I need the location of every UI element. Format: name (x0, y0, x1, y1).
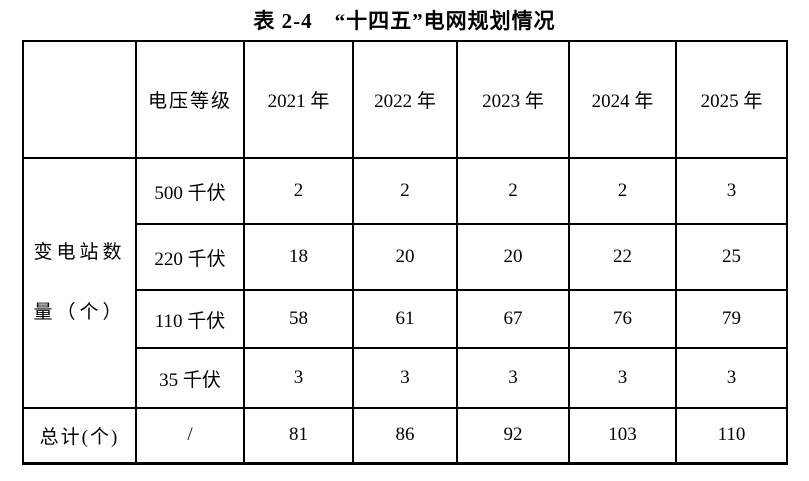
cell-500kv-2023: 2 (456, 157, 570, 225)
total-voltage-placeholder: / (135, 407, 245, 465)
cell-500kv-2024: 2 (568, 157, 677, 225)
cell-110kv-2021: 58 (243, 289, 354, 349)
cell-35kv-2021: 3 (243, 347, 354, 409)
row-label-110kv: 110 千伏 (135, 289, 245, 349)
cell-220kv-2021: 18 (243, 223, 354, 291)
row-group-label-line2: 量（个） (33, 302, 126, 323)
table-row-110kv: 110 千伏 58 61 67 76 79 (23, 289, 788, 349)
table-row-500kv: 变电站数 量（个） 500 千伏 2 2 2 2 3 (22, 157, 788, 409)
cell-total-2023: 92 (456, 407, 570, 465)
cell-total-2025: 110 (675, 407, 788, 465)
cell-220kv-2025: 25 (675, 223, 788, 291)
cell-220kv-2024: 22 (568, 223, 677, 291)
column-header-year-2022: 2022 年 (352, 40, 458, 159)
table-header-row: 电压等级 2021 年 2022 年 2023 年 2024 年 2025 年 (22, 40, 788, 159)
table-row-total: 总计(个) / 81 86 92 103 110 (22, 407, 788, 465)
cell-total-2022: 86 (352, 407, 458, 465)
row-label-500kv: 500 千伏 (135, 157, 245, 225)
column-header-year-2025: 2025 年 (675, 40, 788, 159)
cell-110kv-2023: 67 (456, 289, 570, 349)
cell-220kv-2022: 20 (352, 223, 458, 291)
cell-220kv-2023: 20 (456, 223, 570, 291)
cell-35kv-2025: 3 (675, 347, 788, 409)
cell-35kv-2022: 3 (352, 347, 458, 409)
total-row-label: 总计(个) (22, 407, 137, 465)
cell-110kv-2024: 76 (568, 289, 677, 349)
cell-35kv-2024: 3 (568, 347, 677, 409)
column-header-year-2024: 2024 年 (568, 40, 677, 159)
row-label-35kv: 35 千伏 (135, 347, 245, 409)
cell-35kv-2023: 3 (456, 347, 570, 409)
row-group-label-substation-count: 变电站数 量（个） (22, 157, 137, 409)
table-row-220kv: 220 千伏 18 20 20 22 25 (23, 223, 788, 291)
cell-110kv-2022: 61 (352, 289, 458, 349)
grid-planning-table: 电压等级 2021 年 2022 年 2023 年 2024 年 2025 年 … (22, 40, 788, 465)
column-header-year-2023: 2023 年 (456, 40, 570, 159)
corner-cell (22, 40, 137, 159)
column-header-voltage-level: 电压等级 (135, 40, 245, 159)
table-row-35kv: 35 千伏 3 3 3 3 3 (23, 347, 788, 409)
cell-total-2021: 81 (243, 407, 354, 465)
cell-500kv-2021: 2 (243, 157, 354, 225)
cell-500kv-2022: 2 (352, 157, 458, 225)
cell-500kv-2025: 3 (675, 157, 788, 225)
row-label-220kv: 220 千伏 (135, 223, 245, 291)
page-title: 表 2-4 “十四五”电网规划情况 (253, 9, 556, 33)
cell-total-2024: 103 (568, 407, 677, 465)
column-header-year-2021: 2021 年 (243, 40, 354, 159)
row-group-label-line1: 变电站数 (33, 242, 126, 263)
cell-110kv-2025: 79 (675, 289, 788, 349)
